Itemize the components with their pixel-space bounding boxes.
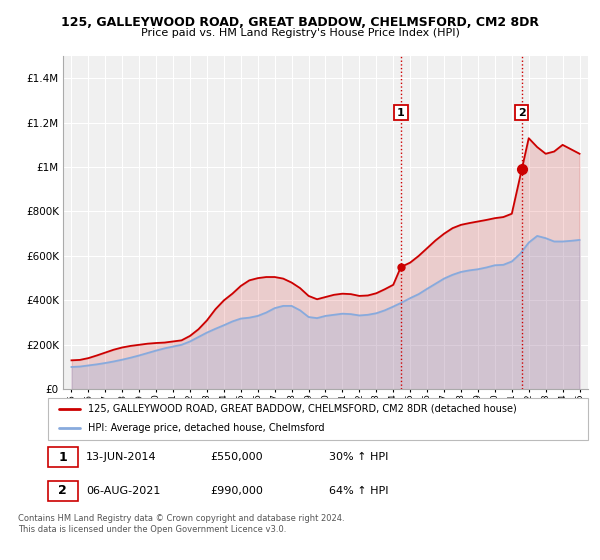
FancyBboxPatch shape xyxy=(48,447,78,467)
Text: £990,000: £990,000 xyxy=(210,486,263,496)
Text: 13-JUN-2014: 13-JUN-2014 xyxy=(86,452,157,462)
Text: 2: 2 xyxy=(58,484,67,497)
Text: This data is licensed under the Open Government Licence v3.0.: This data is licensed under the Open Gov… xyxy=(18,525,286,534)
Text: 1: 1 xyxy=(58,451,67,464)
Text: 06-AUG-2021: 06-AUG-2021 xyxy=(86,486,160,496)
Text: Contains HM Land Registry data © Crown copyright and database right 2024.: Contains HM Land Registry data © Crown c… xyxy=(18,514,344,523)
Text: £550,000: £550,000 xyxy=(210,452,263,462)
Text: HPI: Average price, detached house, Chelmsford: HPI: Average price, detached house, Chel… xyxy=(89,423,325,433)
Text: 30% ↑ HPI: 30% ↑ HPI xyxy=(329,452,388,462)
FancyBboxPatch shape xyxy=(48,480,78,501)
Text: 64% ↑ HPI: 64% ↑ HPI xyxy=(329,486,388,496)
Text: Price paid vs. HM Land Registry's House Price Index (HPI): Price paid vs. HM Land Registry's House … xyxy=(140,28,460,38)
Text: 125, GALLEYWOOD ROAD, GREAT BADDOW, CHELMSFORD, CM2 8DR: 125, GALLEYWOOD ROAD, GREAT BADDOW, CHEL… xyxy=(61,16,539,29)
FancyBboxPatch shape xyxy=(48,398,588,440)
Text: 2: 2 xyxy=(518,108,526,118)
Text: 125, GALLEYWOOD ROAD, GREAT BADDOW, CHELMSFORD, CM2 8DR (detached house): 125, GALLEYWOOD ROAD, GREAT BADDOW, CHEL… xyxy=(89,404,517,414)
Text: 1: 1 xyxy=(397,108,405,118)
